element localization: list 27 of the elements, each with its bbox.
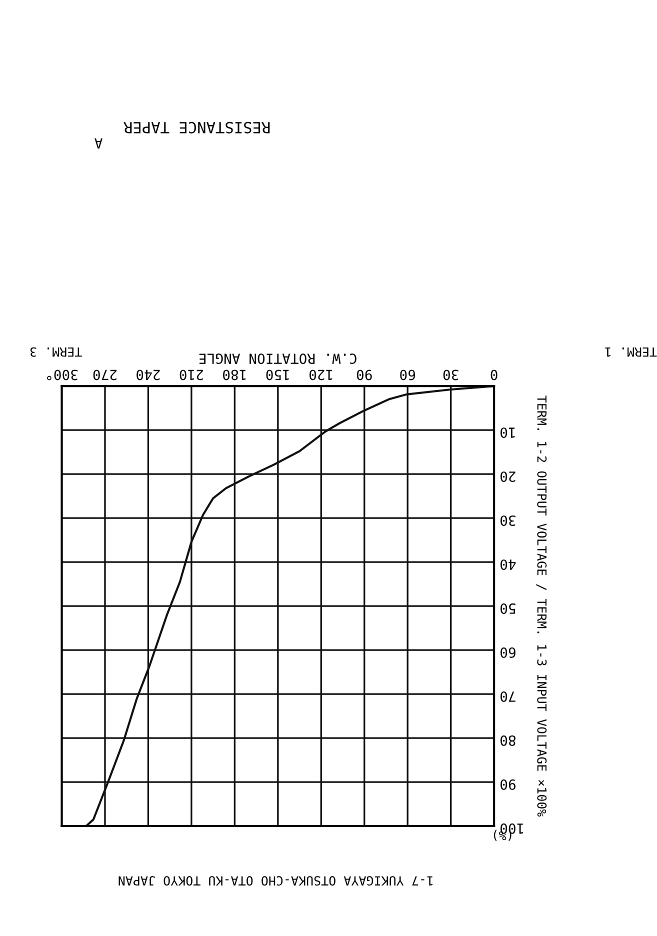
x-tick-label: 150 <box>266 370 289 380</box>
text: TERM. 3 <box>30 347 82 357</box>
x-tick-label: 0 <box>490 370 498 380</box>
y-tick-label: 60 <box>500 647 516 658</box>
chart-subtitle: A <box>94 138 102 149</box>
y-tick-label: 20 <box>500 471 516 482</box>
y-tick-label: 30 <box>500 515 516 526</box>
y-tick-label: 80 <box>500 735 516 746</box>
x-tick-label: 300° <box>47 370 78 380</box>
x-tick-label: 210 <box>180 370 203 380</box>
y-tick-label: 90 <box>500 779 516 790</box>
x-tick-label: 180 <box>223 370 246 380</box>
chart-title: RESISTANCE TAPER <box>124 122 270 134</box>
y-tick-label: 10 <box>500 427 515 438</box>
y-tick-label: 50 <box>500 603 516 614</box>
x-tick-label: 30 <box>443 370 458 380</box>
text: 1-7 YUKIGAYA OTSUKA-CHO OTA-KU TOKYO JAPAN <box>118 876 432 886</box>
y-tick-label: 70 <box>500 691 516 702</box>
x-axis-title: C.W. ROTATION ANGLE <box>199 354 356 364</box>
x-tick-label: 90 <box>356 370 372 380</box>
text: TERM. 1 <box>605 348 657 357</box>
x-tick-label: 270 <box>93 370 116 380</box>
x-tick-label: 120 <box>310 370 332 380</box>
y-tick-label: 40 <box>500 559 516 570</box>
x-tick-label: 240 <box>136 370 160 380</box>
x-tick-label: 60 <box>400 370 416 380</box>
y-axis-title: TERM. 1-2 OUTPUT VOLTAGE / TERM. 1-3 INPUT VOLTAGE ×100% <box>536 396 547 817</box>
